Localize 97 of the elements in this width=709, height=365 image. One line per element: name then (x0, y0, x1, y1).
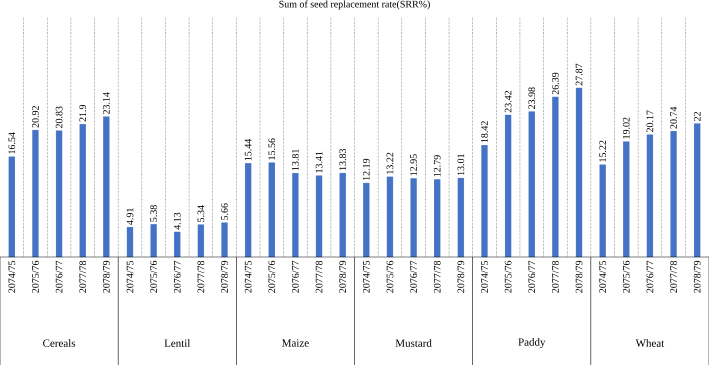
data-label: 20.83 (56, 106, 62, 128)
bar (198, 224, 204, 258)
data-label: 26.39 (552, 72, 559, 94)
data-label: 20.17 (646, 110, 654, 132)
bar (481, 145, 488, 258)
data-label: 23.14 (102, 92, 110, 114)
bar (174, 232, 180, 258)
data-label: 5.38 (150, 205, 157, 222)
text: Maize (282, 339, 309, 347)
x-tick-label: 2076/77 (174, 260, 181, 293)
data-label: 4.13 (174, 212, 181, 230)
bar (32, 130, 39, 258)
x-tick-label: 2074/75 (8, 260, 16, 293)
x-tick-label: 2078/79 (576, 260, 582, 293)
x-tick-label: 2076/77 (528, 260, 536, 293)
data-label: 13.83 (339, 148, 346, 170)
text: Lentil (164, 339, 190, 347)
bar (670, 131, 677, 258)
x-tick-label: 2075/76 (622, 260, 630, 293)
x-tick-label: 2077/78 (79, 260, 86, 293)
text: Cereals (43, 339, 76, 347)
data-label: 13.01 (457, 154, 464, 176)
x-tick-label: 2077/78 (198, 260, 204, 293)
data-label: 13.81 (292, 149, 299, 170)
data-label: 4.91 (126, 208, 134, 225)
data-label: 20.74 (670, 106, 677, 129)
x-tick-label: 2078/79 (457, 260, 464, 293)
x-tick-label: 2078/79 (102, 260, 110, 293)
bar (8, 156, 15, 258)
data-label: 23.98 (528, 87, 536, 109)
data-label: 15.56 (268, 138, 276, 160)
x-tick-label: 2075/76 (504, 260, 512, 293)
x-tick-label: 2078/79 (221, 260, 228, 293)
x-tick-label: 2074/75 (481, 260, 488, 293)
x-tick-label: 2076/77 (410, 260, 417, 293)
bar (221, 222, 228, 258)
x-tick-label: 2076/77 (646, 260, 654, 293)
bar (268, 162, 275, 258)
data-label: 18.42 (481, 121, 488, 142)
data-label: 12.19 (362, 158, 370, 180)
data-label: 21.9 (79, 104, 86, 122)
bar (528, 111, 535, 258)
bar (434, 179, 440, 258)
x-tick-label: 2078/79 (694, 260, 701, 293)
x-tick-label: 2074/75 (599, 260, 606, 293)
bar (245, 163, 252, 258)
bar (410, 178, 417, 258)
x-tick-label: 2076/77 (56, 260, 62, 293)
bar (103, 116, 110, 258)
bar (126, 227, 134, 258)
bar (600, 164, 606, 258)
data-label: 13.22 (386, 152, 394, 174)
bar (56, 130, 62, 258)
data-label: 5.34 (198, 205, 204, 222)
x-tick-label: 2075/76 (268, 260, 276, 293)
text: Wheat (636, 339, 664, 347)
x-tick-label: 2077/78 (552, 260, 559, 293)
x-tick-label: 2078/79 (339, 260, 346, 293)
bar (646, 134, 654, 258)
bar (504, 114, 512, 258)
data-label: 12.79 (434, 155, 441, 176)
bar (386, 176, 394, 258)
data-label: 5.66 (221, 203, 228, 220)
bar (576, 88, 582, 258)
data-label: 12.95 (410, 154, 417, 176)
bar (292, 173, 299, 258)
data-label: 22 (694, 112, 700, 121)
data-label: 20.92 (32, 106, 39, 128)
data-label: 19.02 (622, 118, 630, 139)
data-label: 15.22 (599, 140, 606, 162)
x-tick-label: 2075/76 (386, 260, 394, 293)
data-label: 15.44 (244, 138, 252, 160)
x-tick-label: 2077/78 (670, 260, 677, 293)
data-label: 16.54 (8, 132, 16, 154)
bar (363, 182, 370, 258)
bar (458, 178, 464, 258)
bar (80, 124, 86, 258)
data-label: 13.41 (316, 152, 322, 173)
x-tick-label: 2076/77 (292, 260, 299, 293)
x-tick-label: 2074/75 (126, 260, 134, 293)
text: Mustard (396, 339, 432, 347)
bar (552, 96, 559, 258)
x-tick-label: 2075/76 (32, 260, 39, 293)
data-label: 23.42 (504, 90, 512, 112)
bar (694, 123, 700, 258)
bar (623, 141, 630, 258)
x-tick-label: 2074/75 (244, 260, 252, 293)
bar (340, 172, 346, 258)
data-label: 27.87 (576, 64, 582, 86)
x-tick-label: 2077/78 (316, 260, 322, 293)
text: Paddy (518, 338, 546, 348)
x-tick-label: 2077/78 (434, 260, 441, 293)
chart-title: Sum of seed replacement rate(SRR%) (279, 0, 430, 10)
x-tick-label: 2075/76 (150, 260, 157, 293)
bar (316, 175, 322, 258)
bar (150, 224, 157, 258)
x-tick-label: 2074/75 (362, 260, 370, 293)
